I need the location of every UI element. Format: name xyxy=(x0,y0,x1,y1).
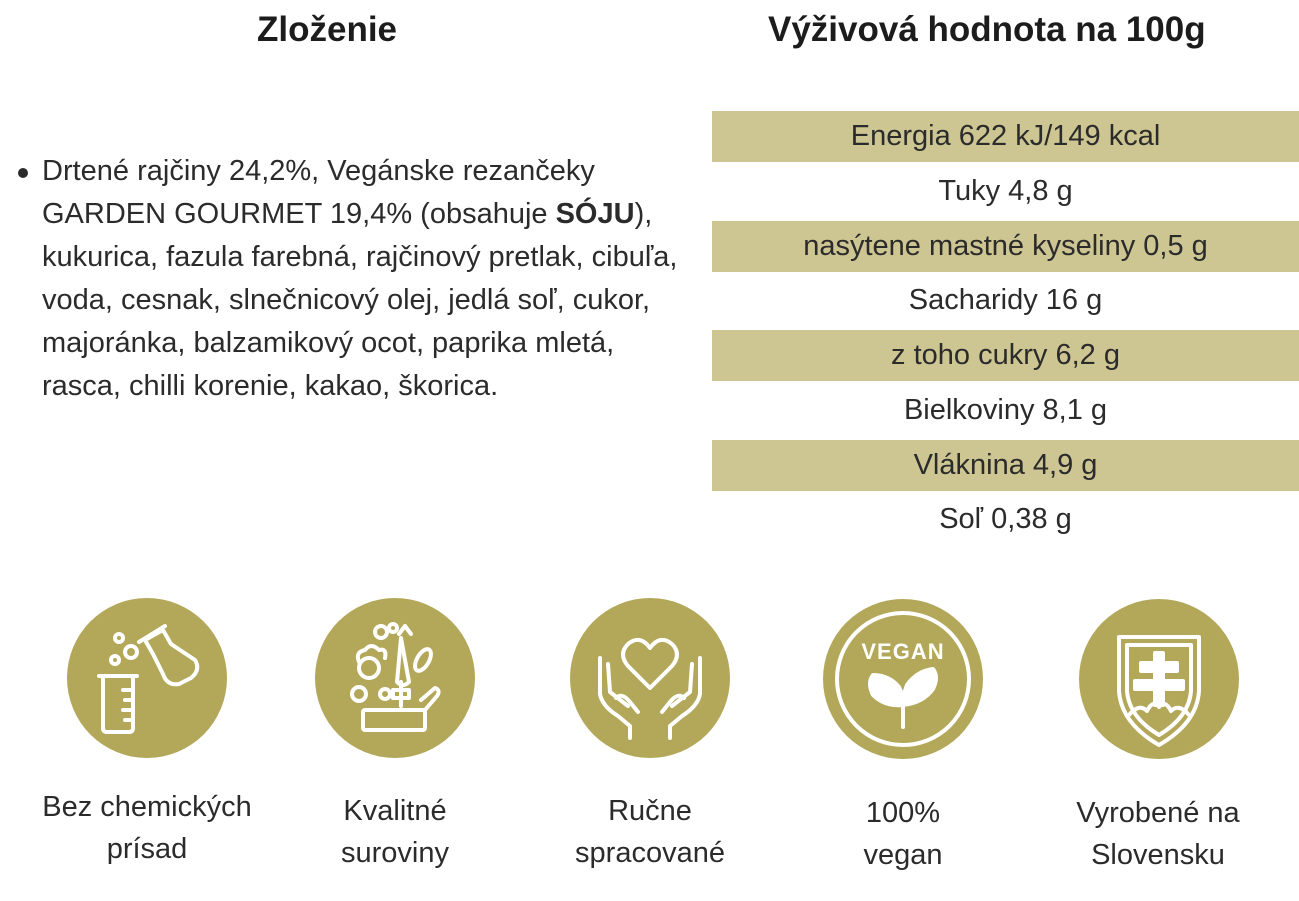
slovak-emblem-icon xyxy=(1117,635,1201,747)
ingredients-section: Drtené rajčiny 24,2%, Vegánske rezančeky… xyxy=(8,150,698,408)
badge-label-quality-ingredients: Kvalitné suroviny xyxy=(260,790,530,874)
badge-label-vegan: 100% vegan xyxy=(768,792,1038,876)
nutrition-row-sugars: z toho cukry 6,2 g xyxy=(712,330,1299,381)
badge-label-line2: spracované xyxy=(575,837,725,869)
badge-no-chemicals xyxy=(67,598,227,758)
badge-label-line1: 100% xyxy=(865,797,941,829)
vegan-icon-text: VEGAN xyxy=(861,639,945,664)
badge-label-line2: suroviny xyxy=(341,837,449,869)
badge-label-line2: prísad xyxy=(106,833,188,865)
badge-label-line2: Slovensku xyxy=(1091,839,1225,871)
vegetables-icon xyxy=(350,622,441,732)
nutrition-row-saturated-fat: nasýtene mastné kyseliny 0,5 g xyxy=(712,220,1299,272)
nutrition-table: Energia 622 kJ/149 kcal Tuky 4,8 g nasýt… xyxy=(712,109,1299,547)
lab-flask-icon xyxy=(97,624,200,734)
badge-label-handmade: Ručne spracované xyxy=(515,790,785,874)
nutrition-row-carbohydrates: Sacharidy 16 g xyxy=(908,284,1103,317)
badge-label-line1: Ručne xyxy=(608,795,692,827)
badge-label-no-chemicals: Bez chemických prísad xyxy=(12,786,282,870)
badge-made-in-slovakia xyxy=(1079,599,1239,759)
vegan-leaf-icon xyxy=(835,611,971,747)
badge-vegan: VEGAN xyxy=(823,599,983,759)
nutrition-row-fat: Tuky 4,8 g xyxy=(938,174,1073,207)
badge-quality-ingredients xyxy=(315,598,475,758)
badge-handmade xyxy=(570,598,730,758)
badge-label-made-in-slovakia: Vyrobené na Slovensku xyxy=(1023,792,1293,876)
ingredients-item: Drtené rajčiny 24,2%, Vegánske rezančeky… xyxy=(18,150,698,408)
nutrition-row-fiber: Vláknina 4,9 g xyxy=(712,439,1299,491)
nutrition-row-energy: Energia 622 kJ/149 kcal xyxy=(712,111,1299,162)
nutrition-title: Výživová hodnota na 100g xyxy=(768,10,1206,49)
ingredients-list: Drtené rajčiny 24,2%, Vegánske rezančeky… xyxy=(8,150,698,408)
badge-label-line1: Kvalitné xyxy=(343,795,447,827)
nutrition-row-protein: Bielkoviny 8,1 g xyxy=(903,393,1108,426)
badge-label-line1: Bez chemických xyxy=(42,791,252,823)
ingredients-title: Zloženie xyxy=(257,10,398,49)
badge-label-line1: Vyrobené na xyxy=(1076,797,1240,829)
ingredients-text-after: ), kukurica, fazula farebná, rajčinový p… xyxy=(42,198,678,402)
nutrition-row-salt: Soľ 0,38 g xyxy=(939,503,1072,536)
heart-hands-icon xyxy=(598,637,702,740)
ingredients-text-before: Drtené rajčiny 24,2%, Vegánske rezančeky… xyxy=(42,155,595,230)
allergen-text: SÓJU xyxy=(555,198,635,230)
badge-label-line2: vegan xyxy=(863,839,943,871)
